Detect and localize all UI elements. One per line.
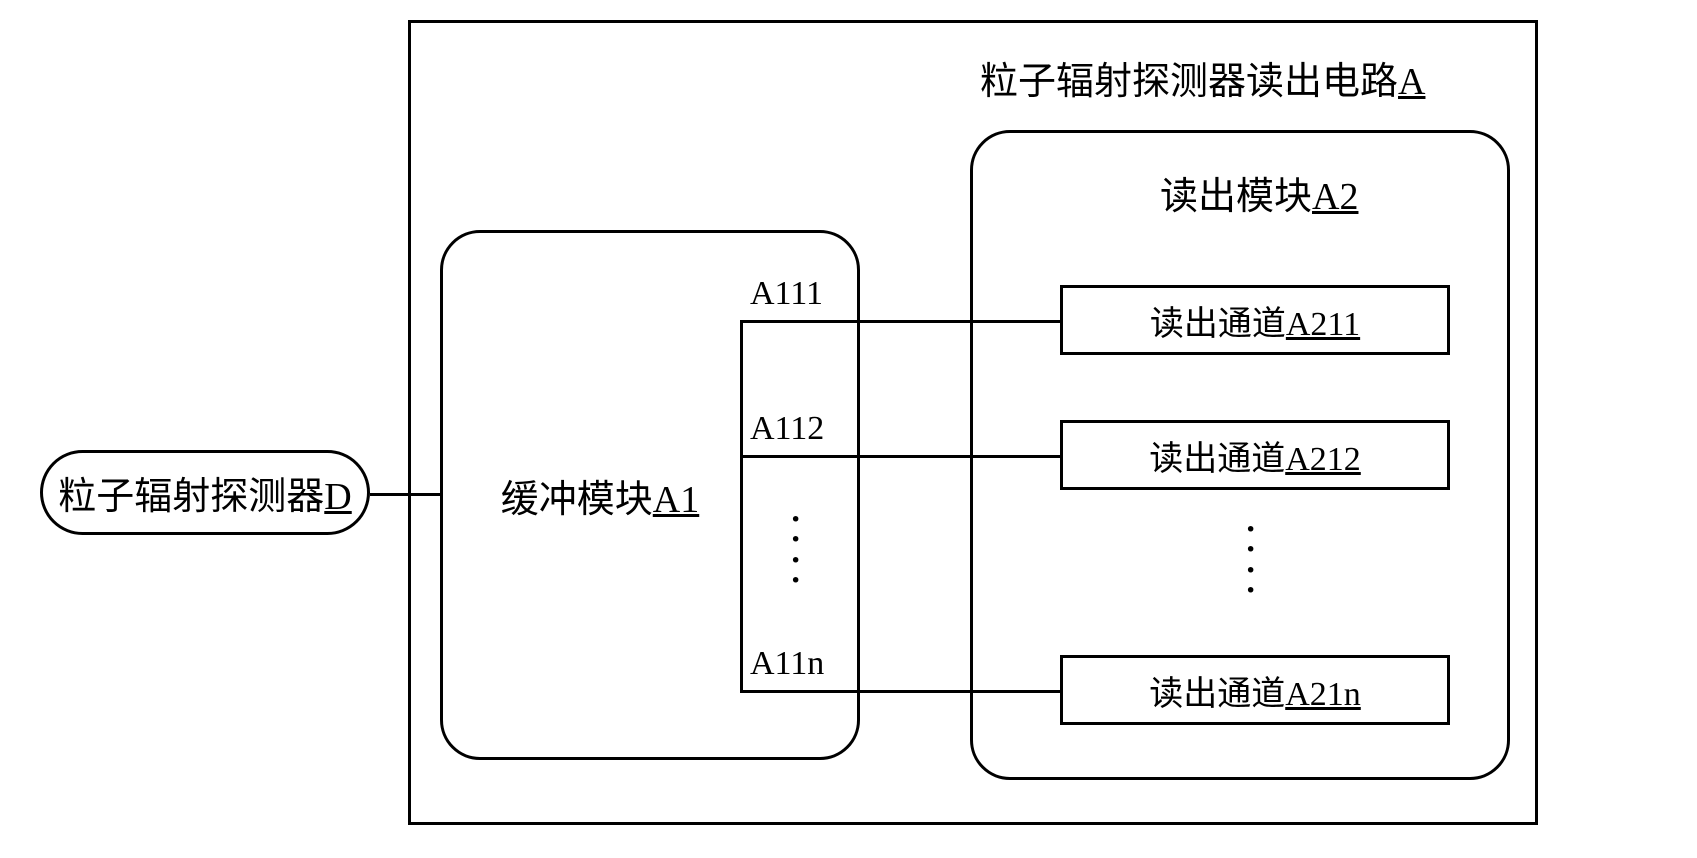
readout-channel-2: 读出通道A212 bbox=[1060, 420, 1450, 490]
readout-channel-2-id: A212 bbox=[1285, 441, 1361, 478]
buffer-port-line-2 bbox=[740, 455, 860, 458]
buffer-port-divider bbox=[740, 320, 743, 690]
readout-channel-1-prefix: 读出通道 bbox=[1150, 306, 1286, 343]
readout-channel-2-prefix: 读出通道 bbox=[1149, 441, 1285, 478]
buffer-port-label-1: A111 bbox=[750, 275, 823, 313]
detector-label-prefix: 粒子辐射探测器 bbox=[58, 476, 324, 518]
readout-channel-n: 读出通道A21n bbox=[1060, 655, 1450, 725]
readout-module-title-id: A2 bbox=[1312, 176, 1358, 218]
readout-channel-1: 读出通道A211 bbox=[1060, 285, 1450, 355]
detector-block: 粒子辐射探测器D bbox=[40, 450, 370, 535]
readout-circuit-title: 粒子辐射探测器读出电路A bbox=[980, 50, 1425, 105]
buffer-label-id: A1 bbox=[653, 479, 699, 521]
readout-channels-ellipsis: ···· bbox=[1245, 520, 1256, 602]
buffer-ports-ellipsis: ···· bbox=[790, 510, 801, 592]
readout-channel-n-prefix: 读出通道 bbox=[1149, 676, 1285, 713]
readout-channel-n-id: A21n bbox=[1285, 676, 1361, 713]
buffer-port-line-1 bbox=[740, 320, 860, 323]
buffer-label-prefix: 缓冲模块 bbox=[501, 479, 653, 521]
readout-channel-1-id: A211 bbox=[1286, 306, 1360, 343]
buffer-port-label-n: A11n bbox=[750, 645, 824, 683]
readout-circuit-title-prefix: 粒子辐射探测器读出电路 bbox=[980, 61, 1398, 103]
readout-circuit-title-id: A bbox=[1398, 61, 1425, 103]
connector-detector-buffer bbox=[370, 493, 440, 496]
detector-label-id: D bbox=[324, 476, 351, 518]
readout-module-title-prefix: 读出模块 bbox=[1160, 176, 1312, 218]
buffer-port-label-2: A112 bbox=[750, 410, 824, 448]
readout-module-title: 读出模块A2 bbox=[1160, 165, 1358, 220]
diagram-canvas: 粒子辐射探测器读出电路A 粒子辐射探测器D 缓冲模块A1 A111 A112 A… bbox=[0, 0, 1697, 858]
buffer-port-line-n bbox=[740, 690, 860, 693]
